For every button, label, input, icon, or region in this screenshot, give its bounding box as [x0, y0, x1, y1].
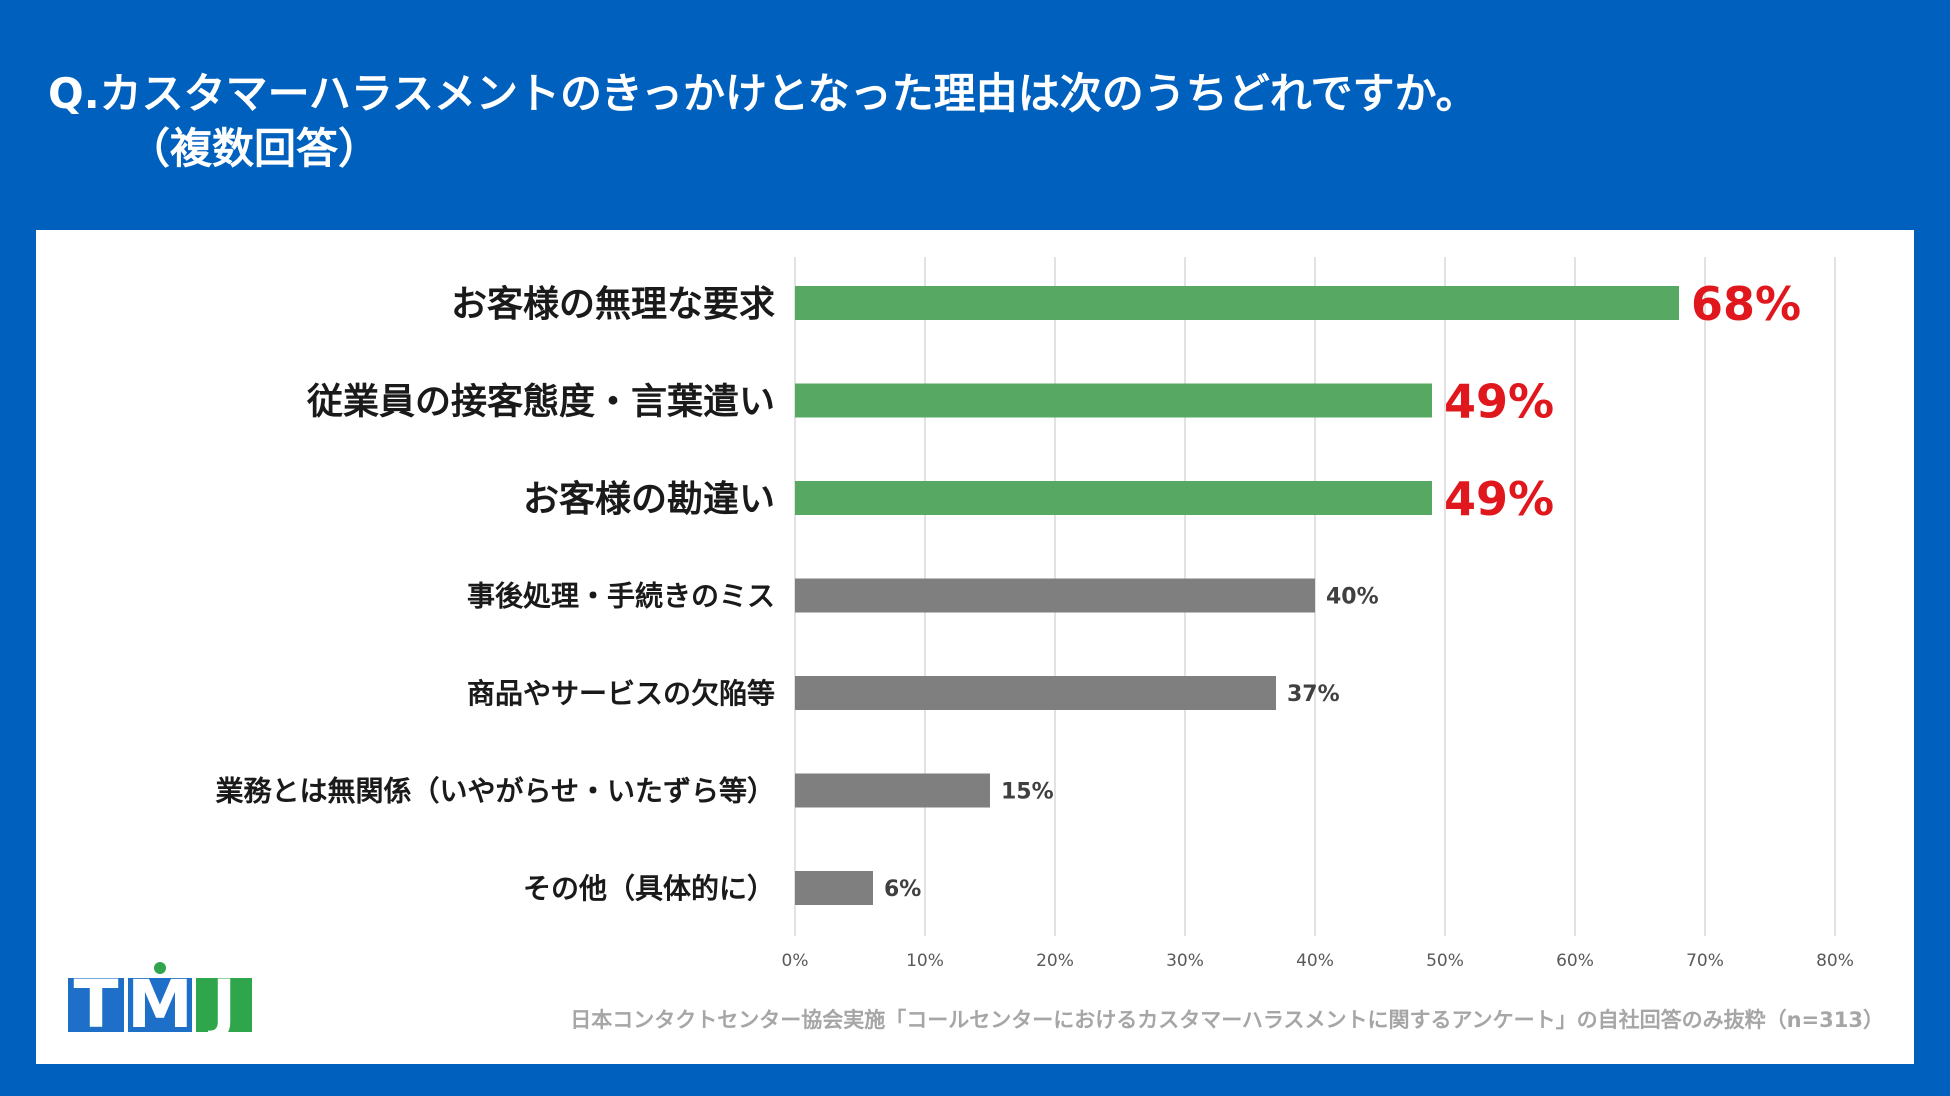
source-note: 日本コンタクトセンター協会実施「コールセンターにおけるカスタマーハラスメントに関…: [570, 1008, 1884, 1032]
category-label: お客様の無理な要求: [451, 284, 775, 325]
question-title: Q.カスタマーハラスメントのきっかけとなった理由は次のうちどれですか。: [48, 69, 1478, 118]
category-label: お客様の勘違い: [523, 479, 775, 520]
category-label: 事後処理・手続きのミス: [467, 580, 775, 613]
data-label: 68%: [1691, 277, 1801, 331]
bar: [795, 676, 1276, 710]
bar: [795, 578, 1315, 613]
logo-letter-t: T: [68, 972, 124, 1038]
data-label: 6%: [884, 877, 921, 902]
category-label: 従業員の接客態度・言葉遣い: [306, 382, 775, 423]
category-label: 商品やサービスの欠陥等: [467, 677, 775, 710]
x-tick-label: 60%: [1556, 951, 1594, 971]
logo-letter-j: J: [196, 972, 252, 1038]
x-tick-label: 70%: [1686, 951, 1724, 971]
question-subtitle: （複数回答）: [128, 124, 381, 173]
x-tick-label: 40%: [1296, 951, 1334, 971]
data-label: 37%: [1287, 682, 1340, 707]
logo-letter-m: M: [127, 962, 193, 1038]
category-label: その他（具体的に）: [523, 872, 775, 905]
bar: [795, 383, 1432, 418]
bar: [795, 871, 873, 905]
x-tick-label: 0%: [782, 951, 809, 971]
tmj-logo: T M J: [68, 962, 252, 1038]
data-label: 40%: [1326, 585, 1379, 610]
x-tick-label: 20%: [1036, 951, 1074, 971]
data-label: 15%: [1001, 780, 1054, 805]
chart-panel: 0% 10% 20% 30% 40% 50% 60% 70% 80% お客様の無理な要求 68% 従業…: [36, 230, 1914, 1064]
x-tick-label: 30%: [1166, 951, 1204, 971]
data-label: 49%: [1444, 472, 1554, 526]
logo-dot: [154, 962, 166, 974]
bar-chart: 0% 10% 20% 30% 40% 50% 60% 70% 80% お客様の無理な要求 68% 従業…: [216, 257, 1854, 971]
x-tick-label: 10%: [906, 951, 944, 971]
bar: [795, 481, 1432, 515]
bar: [795, 773, 990, 808]
x-tick-label: 50%: [1426, 951, 1464, 971]
x-tick-label: 80%: [1816, 951, 1854, 971]
data-label: 49%: [1444, 375, 1554, 429]
bar: [795, 286, 1679, 320]
category-label: 業務とは無関係（いやがらせ・いたずら等）: [216, 775, 775, 808]
